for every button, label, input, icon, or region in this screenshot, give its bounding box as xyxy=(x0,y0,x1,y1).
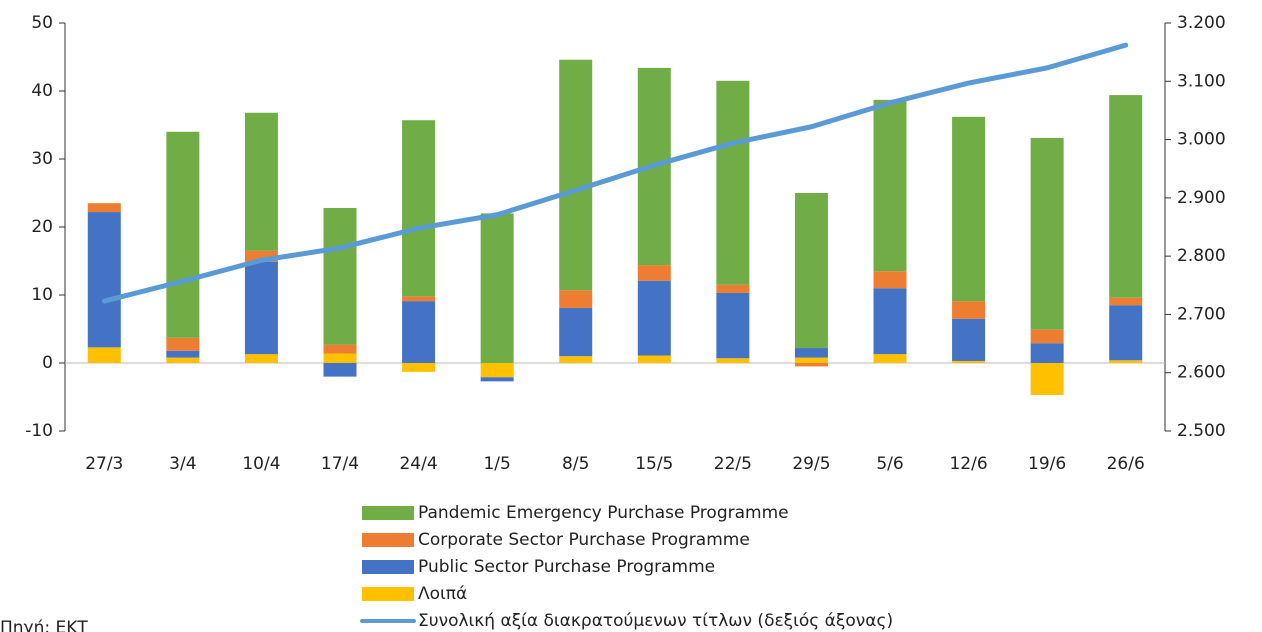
legend-swatch xyxy=(362,560,414,574)
bar-segment xyxy=(87,212,121,348)
y2-tick-label: 2.600 xyxy=(1177,363,1226,383)
bar-segment xyxy=(480,213,514,363)
x-tick-label: 3/4 xyxy=(169,454,196,474)
x-tick-label: 29/5 xyxy=(792,454,830,474)
legend-label: Corporate Sector Purchase Programme xyxy=(418,530,750,550)
legend-label: Pandemic Emergency Purchase Programme xyxy=(418,503,789,523)
y2-tick-label: 3.200 xyxy=(1177,13,1226,33)
x-tick-label: 26/6 xyxy=(1107,454,1145,474)
legend-swatch xyxy=(362,533,414,547)
bar-segment xyxy=(480,377,514,382)
y2-tick-label: 3.000 xyxy=(1177,130,1226,150)
bar-segment xyxy=(873,288,907,355)
bar-segment xyxy=(716,358,750,363)
bar-segment xyxy=(402,363,436,372)
bar-segment xyxy=(873,99,907,272)
bar-segment xyxy=(244,112,278,251)
x-tick-label: 27/3 xyxy=(85,454,123,474)
bar-segment xyxy=(1109,95,1143,298)
bar-segment xyxy=(1109,305,1143,361)
y-tick-label: -10 xyxy=(25,421,53,441)
x-tick-label: 22/5 xyxy=(714,454,752,474)
bar-segment xyxy=(1030,343,1064,363)
bar-segment xyxy=(952,301,986,319)
bar-segment xyxy=(1030,363,1064,395)
legend-label: Συνολική αξία διακρατούμενων τίτλων (δεξ… xyxy=(418,611,893,631)
bar-segment xyxy=(952,116,986,302)
y-tick-label: 10 xyxy=(31,285,53,305)
legend-swatch xyxy=(362,587,414,601)
bar-segment xyxy=(794,348,828,358)
bar-segment xyxy=(637,265,671,281)
x-tick-label: 10/4 xyxy=(242,454,280,474)
y2-tick-label: 2.800 xyxy=(1177,246,1226,266)
bar-segment xyxy=(794,363,828,367)
y-tick-label: 20 xyxy=(31,217,53,237)
bar-segment xyxy=(559,59,593,291)
y-tick-label: 0 xyxy=(42,353,53,373)
bar-segment xyxy=(1030,137,1064,330)
bar-segment xyxy=(166,350,200,358)
bar-segment xyxy=(1109,297,1143,306)
bar-segment xyxy=(637,355,671,363)
bar-segment xyxy=(794,193,828,349)
bar-segment xyxy=(87,203,121,213)
bar-segment xyxy=(402,301,436,363)
y-tick-label: 30 xyxy=(31,149,53,169)
bar-segment xyxy=(402,120,436,297)
bar-segment xyxy=(559,290,593,308)
x-tick-label: 12/6 xyxy=(949,454,987,474)
bar-segment xyxy=(166,337,200,351)
bar-segment xyxy=(716,292,750,359)
source-note: Πηγή: ΕΚΤ xyxy=(0,618,88,632)
bar-segment xyxy=(952,360,986,363)
y-tick-label: 50 xyxy=(31,13,53,33)
bar-segment xyxy=(87,347,121,363)
legend-swatch xyxy=(362,506,414,520)
bar-segment xyxy=(323,353,357,363)
x-tick-label: 8/5 xyxy=(562,454,589,474)
y2-tick-label: 3.100 xyxy=(1177,71,1226,91)
bar-segment xyxy=(952,318,986,361)
y2-tick-label: 2.700 xyxy=(1177,304,1226,324)
bar-segment xyxy=(559,356,593,363)
x-tick-label: 17/4 xyxy=(321,454,359,474)
x-tick-label: 15/5 xyxy=(635,454,673,474)
bar-segment xyxy=(559,307,593,357)
bar-segment xyxy=(1030,329,1064,344)
bar-segment xyxy=(716,284,750,293)
y2-tick-label: 2.500 xyxy=(1177,421,1226,441)
x-tick-label: 19/6 xyxy=(1028,454,1066,474)
x-tick-label: 1/5 xyxy=(483,454,510,474)
y-tick-label: 40 xyxy=(31,81,53,101)
bar-segment xyxy=(166,357,200,363)
bar-segment xyxy=(244,250,278,262)
bar-segment xyxy=(794,357,828,363)
line-series xyxy=(101,42,1129,304)
bar-segment xyxy=(323,207,357,345)
legend-label: Public Sector Purchase Programme xyxy=(418,557,715,577)
bar-segment xyxy=(873,354,907,363)
bar-segment xyxy=(402,296,436,302)
bar-segment xyxy=(166,131,200,338)
bar-segment xyxy=(716,80,750,285)
bar-segment xyxy=(1109,360,1143,363)
bar-segment xyxy=(323,344,357,354)
legend-label: Λοιπά xyxy=(418,584,467,604)
x-tick-label: 5/6 xyxy=(876,454,903,474)
bar-segment xyxy=(480,363,514,378)
bar-segment xyxy=(244,354,278,363)
bar-segment xyxy=(244,261,278,355)
bar-segment xyxy=(637,280,671,356)
bar-segment xyxy=(323,363,357,377)
x-tick-label: 24/4 xyxy=(399,454,437,474)
bar-segment xyxy=(873,271,907,289)
y2-tick-label: 2.900 xyxy=(1177,188,1226,208)
